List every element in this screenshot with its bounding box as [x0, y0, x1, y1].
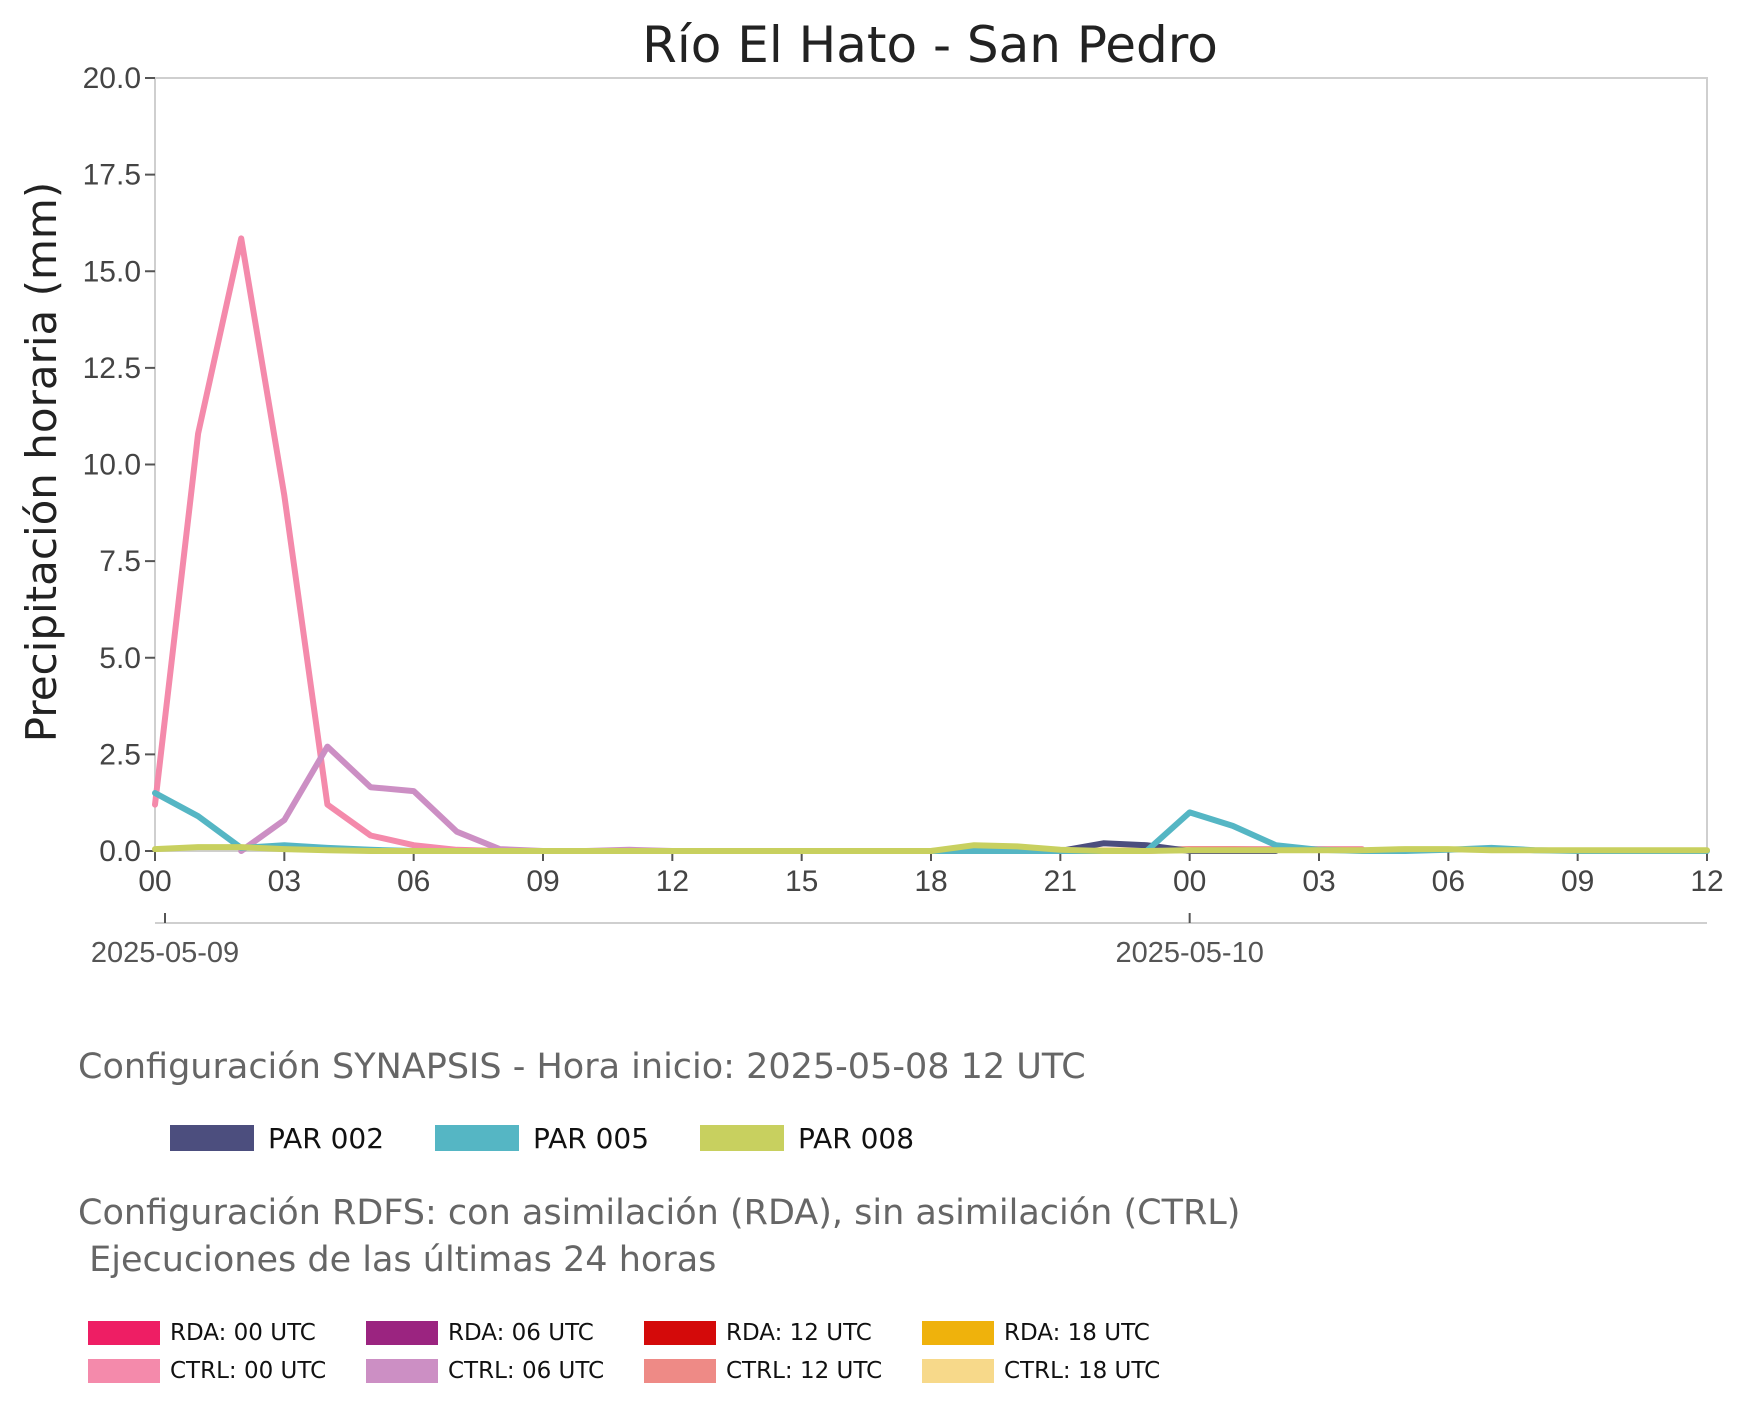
series-lines: [152, 235, 1710, 854]
series-line-ctrl-06-utc: [238, 743, 848, 854]
plot-area-frame: [154, 77, 1708, 852]
legend-item-rda-00: RDA: 00 UTC: [88, 1320, 366, 1346]
legend-swatch: [644, 1359, 716, 1383]
legend-label: RDA: 06 UTC: [448, 1320, 594, 1346]
x-tick-label: 03: [1302, 865, 1335, 898]
legend-label: CTRL: 18 UTC: [1004, 1358, 1161, 1384]
series-line-par-008: [152, 842, 1710, 854]
legend-swatch: [922, 1321, 994, 1345]
legend-swatch: [644, 1321, 716, 1345]
legend-swatch: [435, 1125, 519, 1151]
legend-label: RDA: 00 UTC: [170, 1320, 316, 1346]
date-tick-label: 2025-05-09: [91, 937, 239, 969]
y-tick-label: 20.0: [83, 62, 141, 95]
x-tick-label: 12: [1690, 865, 1723, 898]
x-tick-label: 21: [1044, 865, 1077, 898]
chart-title: Río El Hato - San Pedro: [642, 16, 1218, 74]
x-tick-label: 15: [785, 865, 818, 898]
x-tick-label: 18: [914, 865, 947, 898]
legend-item-par-005: PAR 005: [435, 1122, 700, 1155]
legend-item-par-008: PAR 008: [700, 1122, 965, 1155]
rdfs-heading: Configuración RDFS: con asimilación (RDA…: [78, 1193, 1241, 1281]
legend-swatch: [366, 1359, 438, 1383]
x-tick-label: 03: [268, 865, 301, 898]
x-tick-label: 06: [1432, 865, 1465, 898]
legend-item-rda-06: RDA: 06 UTC: [366, 1320, 644, 1346]
legend-swatch: [700, 1125, 784, 1151]
synapsis-legend: PAR 002 PAR 005 PAR 008: [170, 1122, 965, 1155]
date-axis-ticks: 2025-05-09 2025-05-10: [91, 913, 1264, 969]
y-tick-label: 5.0: [99, 642, 141, 675]
legend-swatch: [88, 1359, 160, 1383]
legend-label: CTRL: 06 UTC: [448, 1358, 605, 1384]
legend-item-ctrl-18: CTRL: 18 UTC: [922, 1358, 1200, 1384]
legend-swatch: [88, 1321, 160, 1345]
y-axis-label: Precipitación horaria (mm): [17, 182, 66, 742]
y-tick-label: 10.0: [83, 449, 141, 482]
y-tick-label: 17.5: [83, 159, 141, 192]
legend-item-rda-12: RDA: 12 UTC: [644, 1320, 922, 1346]
series-line-ctrl-00-utc: [152, 235, 1366, 854]
legend-label: RDA: 12 UTC: [726, 1320, 872, 1346]
x-tick-label: 00: [138, 865, 171, 898]
x-tick-label: 12: [656, 865, 689, 898]
rdfs-legend-row-rda: RDA: 00 UTC RDA: 06 UTC RDA: 12 UTC RDA:…: [88, 1319, 1200, 1347]
y-tick-label: 2.5: [99, 738, 141, 771]
legend-label: PAR 005: [533, 1121, 650, 1155]
legend-item-ctrl-06: CTRL: 06 UTC: [366, 1358, 644, 1384]
legend-item-par-002: PAR 002: [170, 1122, 435, 1155]
x-tick-label: 09: [1561, 865, 1594, 898]
legend-label: PAR 002: [268, 1121, 385, 1155]
legend-label: CTRL: 12 UTC: [726, 1358, 883, 1384]
legend-label: RDA: 18 UTC: [1004, 1320, 1150, 1346]
x-axis-ticks: 00 03 06 09 12 15 18 21 00 03 06 09 12: [138, 851, 1724, 898]
legend-item-ctrl-00: CTRL: 00 UTC: [88, 1358, 366, 1384]
synapsis-heading: Configuración SYNAPSIS - Hora inicio: 20…: [78, 1047, 1086, 1087]
y-tick-label: 15.0: [83, 255, 141, 288]
legend-label: CTRL: 00 UTC: [170, 1358, 327, 1384]
legend-swatch: [366, 1321, 438, 1345]
legend-item-ctrl-12: CTRL: 12 UTC: [644, 1358, 922, 1384]
rdfs-legend-row-ctrl: CTRL: 00 UTC CTRL: 06 UTC CTRL: 12 UTC C…: [88, 1357, 1200, 1385]
legend-label: PAR 008: [798, 1121, 915, 1155]
x-tick-label: 00: [1173, 865, 1206, 898]
legend-item-rda-18: RDA: 18 UTC: [922, 1320, 1200, 1346]
x-tick-label: 06: [397, 865, 430, 898]
legend-swatch: [922, 1359, 994, 1383]
y-tick-label: 0.0: [99, 835, 141, 868]
y-tick-label: 7.5: [99, 545, 141, 578]
date-tick-label: 2025-05-10: [1115, 937, 1263, 969]
y-tick-label: 12.5: [83, 352, 141, 385]
x-tick-label: 09: [526, 865, 559, 898]
legend-swatch: [170, 1125, 254, 1151]
precipitation-chart: Río El Hato - San Pedro Precipitación ho…: [17, 16, 1724, 969]
y-axis-ticks: 0.0 2.5 5.0 7.5 10.0 12.5 15.0 17.5 20.0: [83, 62, 155, 868]
